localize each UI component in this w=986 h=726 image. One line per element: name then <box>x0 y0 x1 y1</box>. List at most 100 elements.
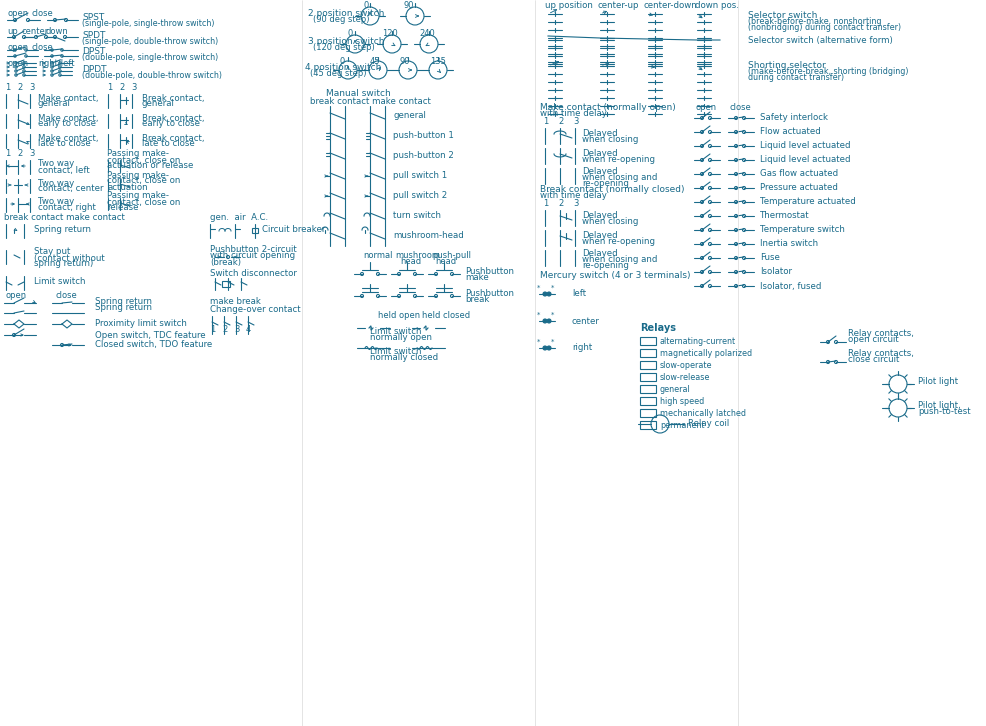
Text: actuation or release: actuation or release <box>106 161 193 171</box>
Text: open circuit: open circuit <box>847 335 898 345</box>
Text: 240: 240 <box>419 28 434 38</box>
Text: 1: 1 <box>5 83 10 92</box>
Text: Inertia switch: Inertia switch <box>759 240 817 248</box>
Text: permanent: permanent <box>660 420 704 430</box>
Bar <box>639 373 656 381</box>
Text: push-to-test: push-to-test <box>917 407 969 417</box>
Bar <box>251 228 257 233</box>
Text: down: down <box>46 27 69 36</box>
Text: close: close <box>32 9 53 18</box>
Text: DPST: DPST <box>82 46 106 55</box>
Text: 3: 3 <box>29 150 35 158</box>
Text: 2: 2 <box>17 150 23 158</box>
Text: when re-opening: when re-opening <box>582 237 655 247</box>
Text: contact, close on: contact, close on <box>106 155 180 165</box>
Text: (contact without: (contact without <box>34 253 105 263</box>
Text: DPDT: DPDT <box>82 65 106 73</box>
Text: Shorting selector: Shorting selector <box>747 60 825 70</box>
Text: 1: 1 <box>542 200 547 208</box>
Text: Proximity limit switch: Proximity limit switch <box>95 319 186 328</box>
Bar <box>639 385 656 393</box>
Text: 1: 1 <box>5 150 10 158</box>
Text: mushroom-head: mushroom-head <box>392 232 463 240</box>
Text: make: make <box>464 272 488 282</box>
Text: 3: 3 <box>131 83 136 92</box>
Text: spring return): spring return) <box>34 259 93 269</box>
Text: Pushbutton: Pushbutton <box>464 288 514 298</box>
Text: 90: 90 <box>403 1 414 9</box>
Text: *: * <box>550 285 554 291</box>
Text: center: center <box>22 27 49 36</box>
Text: open: open <box>5 292 26 301</box>
Text: Relay contacts,: Relay contacts, <box>847 330 913 338</box>
Bar <box>639 409 656 417</box>
Text: *: * <box>536 339 539 345</box>
Text: Liquid level actuated: Liquid level actuated <box>759 142 850 150</box>
Text: when closing: when closing <box>582 218 638 227</box>
Text: actuation: actuation <box>106 182 148 192</box>
Text: 3: 3 <box>573 200 578 208</box>
Text: close: close <box>55 292 77 301</box>
Text: push-pull: push-pull <box>432 251 470 261</box>
Text: Selector switch (alternative form): Selector switch (alternative form) <box>747 36 892 44</box>
Text: Delayed: Delayed <box>582 150 617 158</box>
Text: make break: make break <box>210 298 260 306</box>
Text: Passing make-: Passing make- <box>106 192 169 200</box>
Text: Spring return: Spring return <box>95 303 152 311</box>
Text: center: center <box>572 317 599 325</box>
Text: 2: 2 <box>557 200 563 208</box>
Text: SPDT: SPDT <box>82 30 106 39</box>
Text: Make contact,: Make contact, <box>38 134 99 142</box>
Text: pull switch 1: pull switch 1 <box>392 171 447 181</box>
Text: (single-pole, double-throw switch): (single-pole, double-throw switch) <box>82 36 218 46</box>
Text: normally open: normally open <box>370 333 432 341</box>
Text: Spring return: Spring return <box>95 296 152 306</box>
Text: 1: 1 <box>210 325 215 335</box>
Text: down pos.: down pos. <box>694 1 739 9</box>
Text: re-opening: re-opening <box>582 179 628 189</box>
Text: Passing make-: Passing make- <box>106 171 169 179</box>
Text: (45 deg step): (45 deg step) <box>310 70 366 78</box>
Text: 3: 3 <box>573 118 578 126</box>
Text: Delayed: Delayed <box>582 232 617 240</box>
Text: Relay coil: Relay coil <box>687 420 729 428</box>
Text: slow-release: slow-release <box>660 372 710 381</box>
Text: mushroom: mushroom <box>394 251 440 261</box>
Text: *: * <box>550 312 554 318</box>
Text: contact, center: contact, center <box>38 184 104 194</box>
Text: Thermostat: Thermostat <box>759 211 809 221</box>
Text: late to close: late to close <box>142 139 194 149</box>
Text: Break contact,: Break contact, <box>142 113 204 123</box>
Text: SPST: SPST <box>82 14 105 23</box>
Text: Make contact,: Make contact, <box>38 94 99 102</box>
Text: left: left <box>572 290 586 298</box>
Text: close circuit: close circuit <box>847 356 898 364</box>
Text: open: open <box>7 43 28 52</box>
Text: alternating-current: alternating-current <box>660 336 736 346</box>
Text: with circuit opening: with circuit opening <box>210 251 295 261</box>
Text: up position: up position <box>544 1 593 9</box>
Circle shape <box>542 319 546 323</box>
Text: Temperature switch: Temperature switch <box>759 226 844 234</box>
Text: Spring return: Spring return <box>34 224 91 234</box>
Text: (break): (break) <box>210 258 241 266</box>
Text: Delayed: Delayed <box>582 168 617 176</box>
Text: (break-before-make, nonshorting: (break-before-make, nonshorting <box>747 17 880 25</box>
Text: Isolator: Isolator <box>759 267 791 277</box>
Text: 120: 120 <box>382 28 397 38</box>
Bar <box>639 337 656 345</box>
Text: Open switch, TDC feature: Open switch, TDC feature <box>95 330 205 340</box>
Text: Make contact,: Make contact, <box>38 113 99 123</box>
Circle shape <box>546 292 550 296</box>
Text: pull switch 2: pull switch 2 <box>392 192 447 200</box>
Text: slow-operate: slow-operate <box>660 361 712 370</box>
Text: with time delay: with time delay <box>539 110 606 118</box>
Text: Temperature actuated: Temperature actuated <box>759 197 855 206</box>
Text: early to close: early to close <box>142 120 200 129</box>
Text: when re-opening: when re-opening <box>582 155 655 165</box>
Text: 2: 2 <box>119 83 124 92</box>
Text: held open: held open <box>378 311 420 320</box>
Circle shape <box>542 292 546 296</box>
Text: Liquid level actuated: Liquid level actuated <box>759 155 850 165</box>
Text: held closed: held closed <box>422 311 469 320</box>
